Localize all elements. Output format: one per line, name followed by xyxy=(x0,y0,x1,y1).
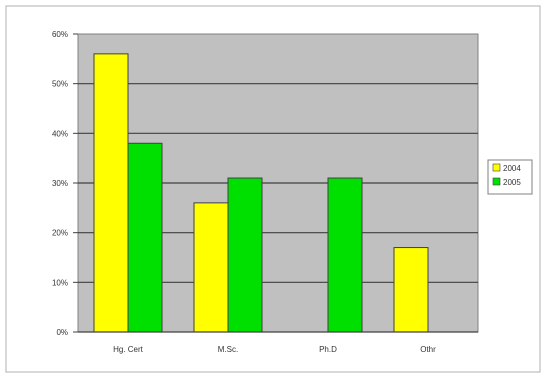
legend-label: 2004 xyxy=(503,164,521,173)
y-tick-label: 10% xyxy=(52,278,68,287)
bar-2005-0 xyxy=(127,142,163,333)
x-tick-label: Othr xyxy=(420,345,436,354)
y-tick-label: 20% xyxy=(52,229,68,238)
y-axis: 0% 10% 20% 30% 40% 50% 60% xyxy=(52,30,78,337)
legend-label: 2005 xyxy=(503,178,521,187)
y-tick-label: 60% xyxy=(52,30,68,39)
y-tick-label: 0% xyxy=(56,328,68,337)
x-axis: Hg. Cert M.Sc. Ph.D Othr xyxy=(78,331,478,354)
x-tick-label: Ph.D xyxy=(319,345,337,354)
x-tick-label: Hg. Cert xyxy=(113,345,144,354)
bar-2005-1 xyxy=(227,177,263,333)
bar-2005-2 xyxy=(327,177,363,333)
y-tick-label: 50% xyxy=(52,80,68,89)
x-tick-label: M.Sc. xyxy=(218,345,238,354)
bar-2004-0 xyxy=(93,53,129,333)
y-tick-label: 30% xyxy=(52,179,68,188)
legend: 2004 2005 xyxy=(487,159,533,195)
legend-swatch xyxy=(492,163,501,172)
bar-2004-1 xyxy=(193,202,229,333)
bars xyxy=(93,53,429,333)
legend-swatch xyxy=(492,177,501,186)
bar-2004-3 xyxy=(393,247,429,333)
y-tick-label: 40% xyxy=(52,129,68,138)
